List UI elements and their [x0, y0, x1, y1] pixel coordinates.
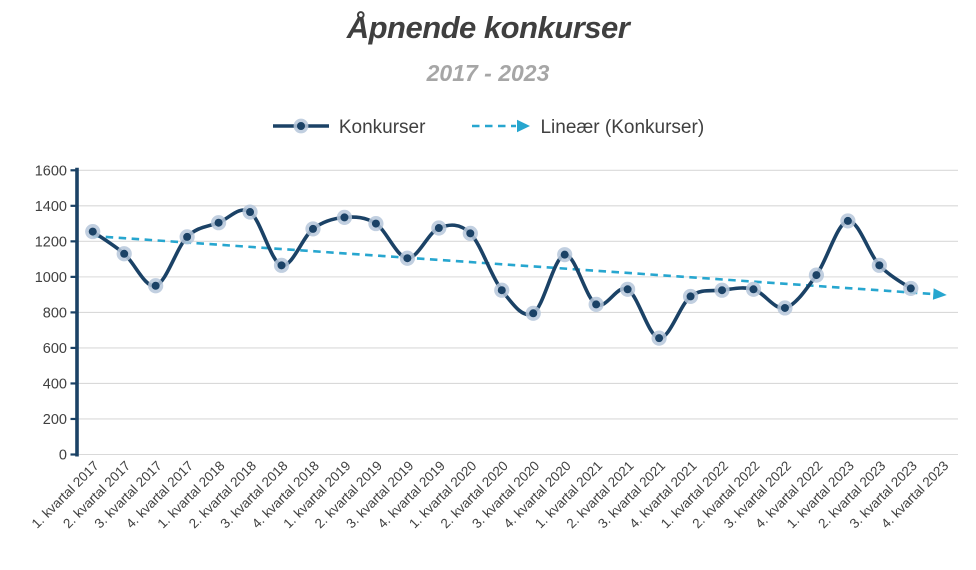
chart-legend: Konkurser Lineær (Konkurser) [0, 113, 976, 143]
data-point-marker [466, 229, 475, 238]
data-point-marker [434, 224, 443, 233]
data-point-marker [120, 249, 129, 258]
y-tick-label: 400 [43, 376, 67, 392]
data-point-marker [812, 271, 821, 280]
data-point-marker [592, 300, 601, 309]
data-point-marker [88, 227, 97, 236]
series-line-marker-icon [272, 116, 330, 141]
data-point-marker [403, 254, 412, 263]
data-point-marker [780, 303, 789, 312]
y-tick-label: 1200 [35, 234, 67, 250]
y-tick-label: 800 [43, 305, 67, 321]
data-point-marker [246, 208, 255, 217]
data-point-marker [843, 216, 852, 225]
data-point-marker [214, 218, 223, 227]
data-point-marker [623, 285, 632, 294]
y-tick-label: 1400 [35, 199, 67, 215]
data-point-marker [655, 334, 664, 343]
y-tick-label: 1000 [35, 270, 67, 286]
data-point-marker [749, 285, 758, 294]
trendline-arrow-icon [471, 116, 531, 141]
data-point-marker [277, 261, 286, 270]
chart-title: Åpnende konkurser [346, 10, 630, 45]
data-point-marker [906, 284, 915, 293]
legend-item-linear: Lineær (Konkurser) [471, 116, 704, 141]
data-point-marker [371, 219, 380, 228]
trendline-arrowhead-icon [932, 288, 947, 300]
y-tick-label: 200 [43, 412, 67, 428]
data-point-marker [529, 309, 538, 318]
data-point-marker [875, 261, 884, 270]
legend-label-linear: Lineær (Konkurser) [540, 117, 705, 138]
chart-subtitle: 2017 - 2023 [426, 60, 550, 86]
data-point-marker [560, 250, 569, 259]
trendline [92, 234, 934, 296]
data-point-marker [340, 213, 349, 222]
data-point-marker [151, 281, 160, 290]
y-tick-label: 0 [59, 448, 67, 464]
y-tick-label: 1600 [35, 163, 67, 179]
legend-label-konkurser: Konkurser [338, 117, 426, 138]
data-point-marker [497, 286, 506, 295]
data-point-marker [183, 232, 192, 241]
data-point-marker [308, 224, 317, 233]
data-point-marker [686, 292, 695, 301]
data-point-marker [718, 286, 727, 295]
legend-item-konkurser: Konkurser [272, 116, 426, 141]
y-tick-label: 600 [43, 341, 67, 357]
